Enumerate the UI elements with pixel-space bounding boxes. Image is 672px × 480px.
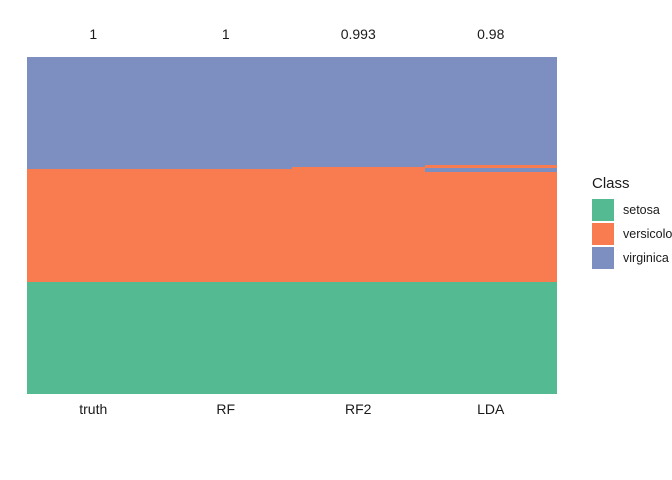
segment-setosa [292,282,425,394]
legend-item-versicolor: versicolor [592,223,672,245]
segment-versicolor [424,172,557,282]
accuracy-annotation-row: 1 1 0.993 0.98 [27,27,557,41]
legend-swatch-setosa [592,199,614,221]
accuracy-label-truth: 1 [89,26,98,42]
legend-swatch-versicolor [592,223,614,245]
column-LDA [424,57,557,394]
legend-item-virginica: virginica [592,247,672,269]
x-tick-label-truth: truth [79,401,108,417]
segment-setosa [424,282,557,394]
legend: Class setosa versicolor virginica [592,176,672,271]
accuracy-label-RF2: 0.993 [340,26,376,42]
legend-title: Class [592,175,630,192]
segment-virginica [424,168,557,172]
segment-virginica [424,57,557,165]
segment-versicolor [292,167,425,282]
segment-versicolor [27,169,160,282]
segment-setosa [159,282,292,394]
segment-versicolor [424,165,557,168]
legend-swatch-virginica [592,247,614,269]
segment-virginica [27,57,160,169]
segment-virginica [292,57,425,167]
accuracy-label-RF: 1 [221,26,230,42]
x-tick-label-LDA: LDA [477,401,505,417]
segment-virginica [159,57,292,169]
legend-items: setosa versicolor virginica [592,199,672,269]
plot-area [27,57,557,394]
column-RF2 [292,57,425,394]
legend-label-versicolor: versicolor [623,226,672,241]
x-tick-label-RF2: RF2 [345,401,372,417]
legend-item-setosa: setosa [592,199,672,221]
column-RF [159,57,292,394]
x-tick-label-RF: RF [216,401,236,417]
accuracy-label-LDA: 0.98 [477,26,505,42]
legend-label-virginica: virginica [623,250,669,265]
segment-setosa [27,282,160,394]
segment-versicolor [159,169,292,282]
legend-label-setosa: setosa [623,202,660,217]
column-truth [27,57,160,394]
x-axis-labels: truth RF RF2 LDA [27,402,557,416]
